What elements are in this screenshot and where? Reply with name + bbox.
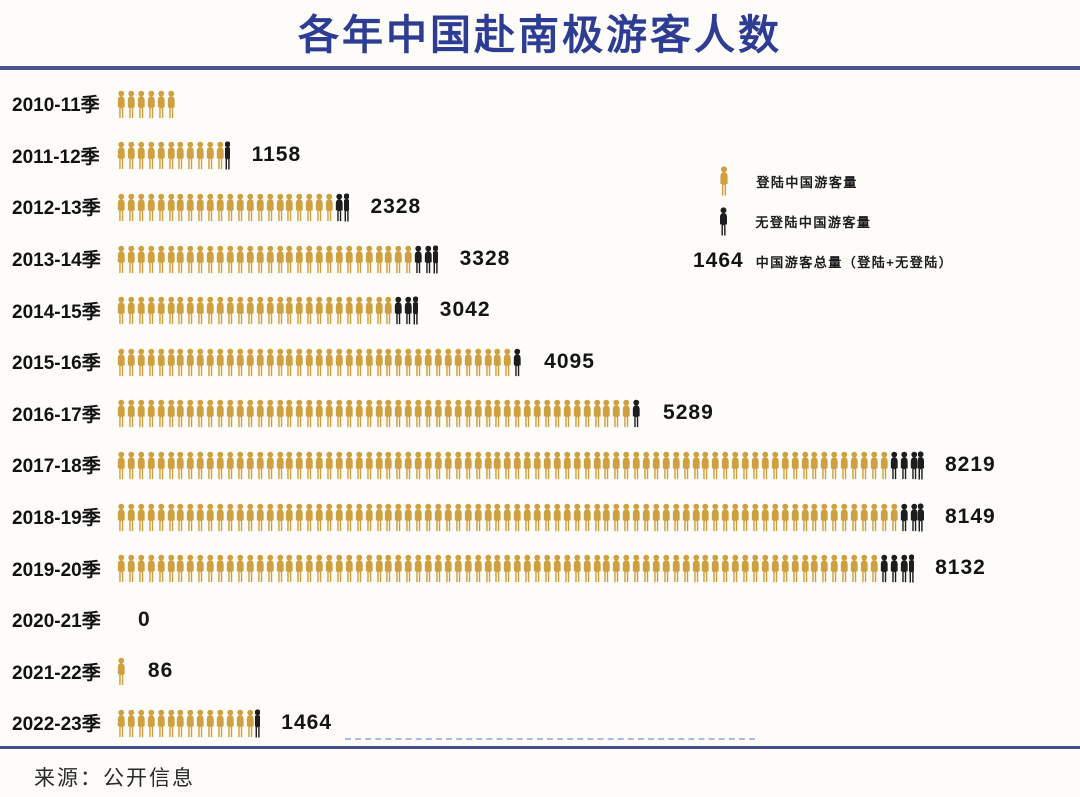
season-label: 2010-11季 [12, 95, 100, 117]
icon-strip [116, 140, 230, 170]
icon-strip [116, 347, 522, 377]
season-label: 2019-20季 [12, 559, 101, 581]
total-value: 8219 [945, 452, 996, 476]
landed-person-icon [166, 90, 177, 119]
chart-legend: 登陆中国游客量 无登陆中国游客量 1464 中国游客总量（登陆+无登陆） [693, 161, 1063, 281]
legend-total-label: 中国游客总量（登陆+无登陆） [755, 254, 954, 270]
not-landed-half-person-icon [433, 245, 438, 274]
chart-row: 2019-20季 8132 [0, 542, 1080, 594]
total-value: 3328 [459, 246, 511, 270]
icon-strip [116, 398, 641, 428]
chart-row: 2013-14季 3328 [0, 233, 1080, 285]
chart-row: 2011-12季 1158 [0, 130, 1080, 182]
bottom-divider [0, 746, 1080, 749]
not-landed-half-person-icon [909, 554, 914, 583]
source-note: 来源：公开信息 [34, 767, 195, 790]
not-landed-half-person-icon [344, 193, 349, 222]
legend-total-value: 1464 [693, 249, 744, 272]
legend-item-total: 1464 中国游客总量（登陆+无登陆） [693, 241, 1063, 281]
season-label: 2012-13季 [12, 198, 101, 220]
chart-row: 2014-15季 3042 [0, 284, 1080, 336]
chart-title: 各年中国赴南极游客人数 [298, 12, 782, 58]
total-value: 3042 [439, 298, 491, 322]
legend-item-not-landed: 无登陆中国游客量 [703, 201, 1063, 241]
icon-strip [116, 450, 923, 480]
not-landed-person-icon [631, 399, 642, 428]
season-label: 2017-18季 [12, 456, 101, 478]
chart-row: 2022-23季 1464 [0, 697, 1080, 749]
pictogram-chart: 2010-11季 2011-12季 1158 2012-13季 2328 201… [0, 70, 1080, 746]
icon-strip [116, 89, 175, 119]
season-label: 2022-23季 [12, 714, 101, 736]
icon-strip [116, 192, 348, 222]
total-value: 0 [138, 607, 151, 631]
season-label: 2014-15季 [12, 301, 101, 323]
total-value: 1464 [281, 710, 332, 734]
total-value: 2328 [370, 194, 422, 218]
not-landed-half-person-icon [413, 296, 418, 325]
chart-row: 2020-21季 0 [0, 594, 1080, 646]
icon-strip [116, 708, 259, 738]
icon-strip [116, 502, 923, 532]
chart-row: 2021-22季 86 [0, 646, 1080, 698]
legend-not-landed-label: 无登陆中国游客量 [755, 214, 872, 230]
season-label: 2011-12季 [12, 146, 100, 168]
landed-person-icon [116, 657, 127, 686]
not-landed-person-icon [717, 207, 730, 236]
not-landed-half-person-icon [225, 141, 230, 170]
legend-landed-label: 登陆中国游客量 [756, 174, 858, 190]
chart-row: 2017-18季 8219 [0, 439, 1080, 491]
not-landed-half-person-icon [918, 451, 923, 480]
landed-person-icon [717, 166, 731, 196]
title-divider [0, 66, 1080, 70]
season-label: 2020-21季 [12, 611, 101, 633]
total-value: 8132 [935, 556, 986, 580]
not-landed-person-icon [512, 348, 523, 377]
icon-strip [116, 295, 418, 325]
season-label: 2015-16季 [12, 353, 101, 375]
total-value: 5289 [663, 401, 714, 425]
total-value: 8149 [945, 504, 996, 528]
total-value: 1158 [251, 143, 302, 167]
icon-strip [116, 244, 438, 274]
chart-rows: 2010-11季 2011-12季 1158 2012-13季 2328 201… [0, 78, 1080, 749]
legend-item-landed: 登陆中国游客量 [703, 161, 1063, 201]
chart-row: 2010-11季 [0, 78, 1080, 130]
chart-row: 2016-17季 5289 [0, 388, 1080, 440]
icon-strip [116, 553, 913, 583]
chart-row: 2018-19季 8149 [0, 491, 1080, 543]
season-label: 2018-19季 [12, 508, 101, 530]
total-value: 86 [147, 659, 174, 683]
faint-dashed-line [345, 738, 755, 740]
chart-row: 2015-16季 4095 [0, 336, 1080, 388]
season-label: 2016-17季 [12, 404, 101, 426]
season-label: 2013-14季 [12, 250, 101, 272]
not-landed-half-person-icon [918, 503, 923, 532]
season-label: 2021-22季 [12, 662, 101, 684]
chart-row: 2012-13季 2328 [0, 181, 1080, 233]
total-value: 4095 [544, 349, 595, 373]
not-landed-half-person-icon [255, 709, 260, 738]
icon-strip [116, 656, 126, 686]
